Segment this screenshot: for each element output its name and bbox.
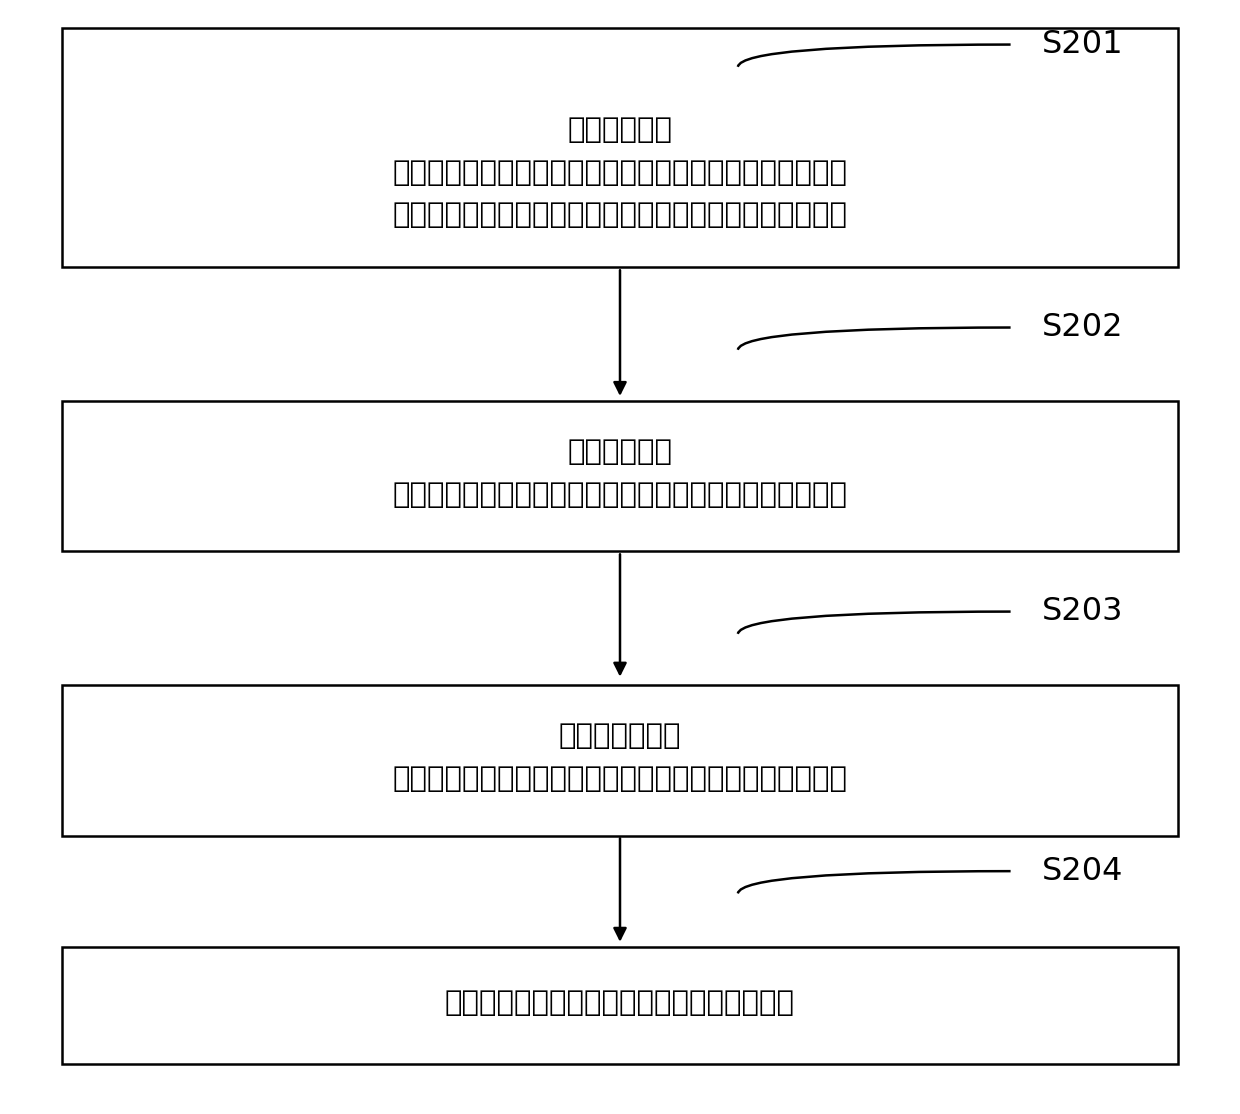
FancyBboxPatch shape [62,28,1178,267]
FancyBboxPatch shape [62,685,1178,836]
Text: 向核心卫星节点发送突发控制包和突发数据包: 向核心卫星节点发送突发控制包和突发数据包 [445,988,795,1017]
FancyBboxPatch shape [62,947,1178,1064]
Text: S201: S201 [1042,29,1123,60]
Text: 的封装优先级: 的封装优先级 [568,116,672,145]
Text: 基于当前已缓存的，且未封装的各数据包各自对应的业务类: 基于当前已缓存的，且未封装的各数据包各自对应的业务类 [393,201,847,229]
FancyBboxPatch shape [62,401,1178,551]
Text: 包和突发数据包: 包和突发数据包 [559,722,681,751]
Text: 对第一数目个数据包进行数据包封装，得到对应的突发控制: 对第一数目个数据包进行数据包封装，得到对应的突发控制 [393,764,847,793]
Text: 基于各数据包各自的封装优先级，从各数据包中确定出第一: 基于各数据包各自的封装优先级，从各数据包中确定出第一 [393,480,847,509]
Text: S203: S203 [1042,596,1123,627]
Text: S202: S202 [1042,312,1123,343]
Text: 型，以及各数据包各自的封装等待次数，确定各数据包各自: 型，以及各数据包各自的封装等待次数，确定各数据包各自 [393,158,847,187]
Text: 数目个数据包: 数目个数据包 [568,438,672,467]
Text: S204: S204 [1042,856,1123,887]
